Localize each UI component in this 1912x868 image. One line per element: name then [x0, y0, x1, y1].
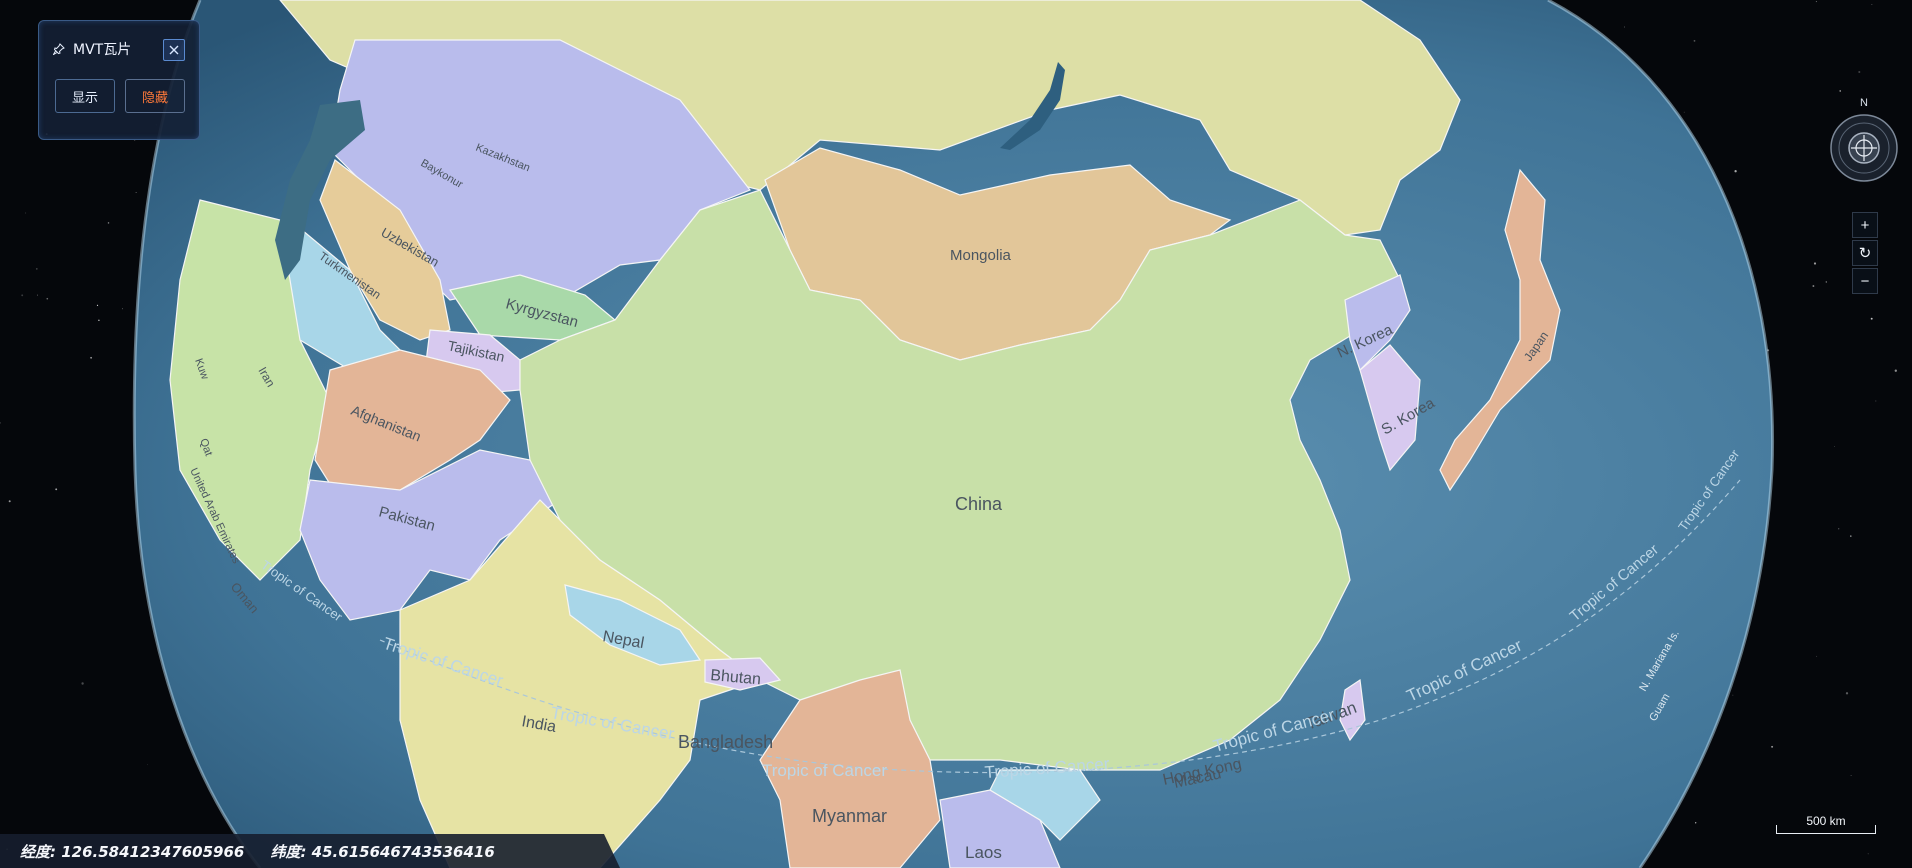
label-laos: Laos — [965, 843, 1002, 862]
label-china: China — [955, 494, 1003, 514]
reset-view-button[interactable]: ↻ — [1852, 240, 1878, 266]
star — [107, 222, 110, 224]
star — [1845, 692, 1849, 695]
star — [1771, 745, 1774, 748]
pin-icon — [53, 43, 65, 55]
star — [8, 500, 11, 503]
star — [121, 308, 124, 310]
tropic-line — [379, 479, 1741, 774]
region-iran — [169, 199, 331, 581]
star — [1894, 369, 1897, 372]
star — [1839, 90, 1841, 92]
star — [1812, 285, 1815, 287]
zoom-controls: + ↻ − — [1852, 212, 1878, 296]
star — [21, 294, 24, 297]
star — [46, 297, 49, 300]
star — [1734, 170, 1737, 173]
show-button[interactable]: 显示 — [55, 79, 115, 113]
scale-bar: 500 km — [1776, 812, 1876, 834]
star — [1624, 26, 1625, 28]
region-nepal — [564, 584, 702, 666]
panel-header: MVT瓦片 — [53, 39, 131, 59]
star — [35, 268, 38, 270]
star — [90, 356, 93, 359]
star — [1850, 774, 1852, 777]
star — [1683, 111, 1685, 113]
star — [1875, 400, 1877, 402]
coordinate-bar: 经度: 126.58412347605966 纬度: 45.6156467435… — [0, 834, 620, 868]
region-vietnam — [989, 769, 1101, 841]
label-bangladesh: Bangladesh — [678, 732, 773, 752]
star — [0, 422, 2, 424]
star — [1838, 528, 1840, 530]
star — [1834, 446, 1835, 447]
zoom-out-button[interactable]: − — [1852, 268, 1878, 294]
region-bhutan — [704, 657, 782, 691]
label-india: India — [520, 713, 557, 736]
label-tropic-3: Tropic of Cancer — [762, 761, 887, 780]
star — [1815, 1, 1817, 3]
region-laos — [939, 789, 1061, 868]
star — [1870, 317, 1873, 320]
region-japan — [1439, 168, 1561, 492]
star — [96, 304, 99, 307]
star — [1732, 694, 1734, 696]
caspian-sea — [275, 100, 365, 280]
scale-line — [1776, 825, 1876, 834]
panel-title: MVT瓦片 — [73, 42, 132, 58]
star — [36, 294, 38, 296]
star — [1813, 262, 1817, 265]
star — [1695, 822, 1697, 824]
label-qatar: Qat — [197, 437, 214, 458]
star — [147, 764, 148, 766]
lake-baikal — [1000, 62, 1065, 150]
star — [1850, 535, 1852, 537]
star — [1858, 70, 1861, 74]
label-myanmar: Myanmar — [812, 806, 887, 826]
north-label: N — [1860, 97, 1868, 109]
hide-button[interactable]: 隐藏 — [125, 79, 185, 113]
star — [55, 488, 58, 491]
star — [81, 682, 84, 685]
label-bhutan: Bhutan — [710, 667, 762, 688]
coordinate-text: 经度: 126.58412347605966 纬度: 45.6156467435… — [20, 842, 495, 861]
star — [134, 139, 136, 141]
star — [1871, 4, 1873, 5]
region-myanmar — [759, 669, 941, 868]
mvt-tile-panel: MVT瓦片 显示 隐藏 — [38, 20, 200, 140]
compass-icon[interactable] — [1829, 113, 1899, 183]
close-icon[interactable] — [163, 39, 185, 61]
region-uzbekistan — [319, 159, 451, 341]
region-china — [519, 189, 1401, 771]
star — [1825, 281, 1827, 283]
star — [135, 192, 137, 193]
star — [1816, 655, 1818, 657]
region-taiwan — [1339, 678, 1366, 742]
label-mongolia: Mongolia — [950, 247, 1012, 264]
region-north-korea — [1344, 274, 1411, 372]
zoom-in-button[interactable]: + — [1852, 212, 1878, 238]
star — [25, 212, 27, 214]
region-south-korea — [1359, 344, 1421, 472]
star — [1867, 853, 1869, 855]
scale-label: 500 km — [1806, 814, 1846, 828]
star — [1693, 40, 1696, 42]
star — [98, 319, 100, 322]
